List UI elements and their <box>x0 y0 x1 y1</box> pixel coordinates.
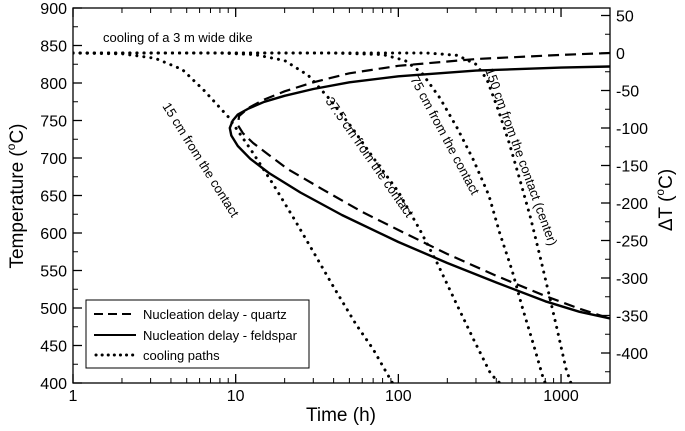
y-axis-title-main: Temperature ( <box>7 150 28 269</box>
y-tick-label: 400 <box>40 376 67 393</box>
cooling-path-2 <box>73 51 502 383</box>
y-tick-label: 700 <box>40 151 67 168</box>
y2-tick-label: -400 <box>616 346 648 363</box>
legend-label-quartz: Nucleation delay - quartz <box>143 307 287 322</box>
y2-tick-label: -100 <box>616 121 648 138</box>
y2-tick-label: -150 <box>616 159 648 176</box>
y-tick-label: 600 <box>40 226 67 243</box>
annotation-37-5cm: 37.5 cm from the contact <box>323 94 418 220</box>
y2-axis-title-unit: C) <box>656 169 677 189</box>
y-tick-label: 500 <box>40 301 67 318</box>
legend-label-feldspar: Nucleation delay - feldspar <box>143 328 298 343</box>
series-line-feldspar <box>228 65 610 320</box>
annotations: cooling of a 3 m wide dike 15 cm from th… <box>103 30 561 248</box>
y2-axis-title: ΔT (oC) <box>653 169 677 231</box>
annotation-75cm: 75 cm from the contact <box>407 73 483 197</box>
y2-tick-label: -200 <box>616 196 648 213</box>
y2-axis-title-main: ΔT ( <box>656 195 677 231</box>
y2-tick-label: -250 <box>616 234 648 251</box>
cooling-path-3 <box>73 51 547 383</box>
y-tick-label: 800 <box>40 76 67 93</box>
y2-axis-title-degree: o <box>653 189 667 196</box>
y2-tick-label: 50 <box>616 9 634 26</box>
x-tick-label: 1 <box>69 388 78 405</box>
annotation-15cm: 15 cm from the contact <box>159 100 242 220</box>
cooling-path-1 <box>73 51 394 383</box>
y2-tick-label: -300 <box>616 271 648 288</box>
series-layer <box>73 51 610 383</box>
y2-tick-label: -350 <box>616 309 648 326</box>
y-tick-label: 450 <box>40 339 67 356</box>
y-tick-label: 650 <box>40 189 67 206</box>
y-tick-label: 550 <box>40 264 67 281</box>
y-axis-title: Temperature (oC) <box>4 123 28 268</box>
y-axis-title-degree: o <box>4 143 18 150</box>
y-tick-label: 900 <box>40 1 67 18</box>
legend-label-cooling: cooling paths <box>143 348 220 363</box>
annotation-150cm: 150 cm from the contact (center) <box>482 66 560 248</box>
x-tick-label: 100 <box>385 388 412 405</box>
y2-tick-label: -50 <box>616 84 639 101</box>
x-tick-label: 10 <box>227 388 245 405</box>
y-axis-title-unit: C) <box>7 123 28 143</box>
y-tick-label: 850 <box>40 39 67 56</box>
series-line-quartz <box>236 51 610 320</box>
x-tick-label: 1000 <box>543 388 579 405</box>
annotation-title: cooling of a 3 m wide dike <box>103 30 253 45</box>
y2-tick-label: 0 <box>616 46 625 63</box>
cooling-path-4 <box>73 51 573 383</box>
y-tick-label: 750 <box>40 114 67 131</box>
legend: Nucleation delay - quartz Nucleation del… <box>85 299 310 369</box>
ticks-layer: 1 10 100 1000400450500550600650700750800850… <box>40 1 648 405</box>
x-axis-title: Time (h) <box>306 405 376 426</box>
